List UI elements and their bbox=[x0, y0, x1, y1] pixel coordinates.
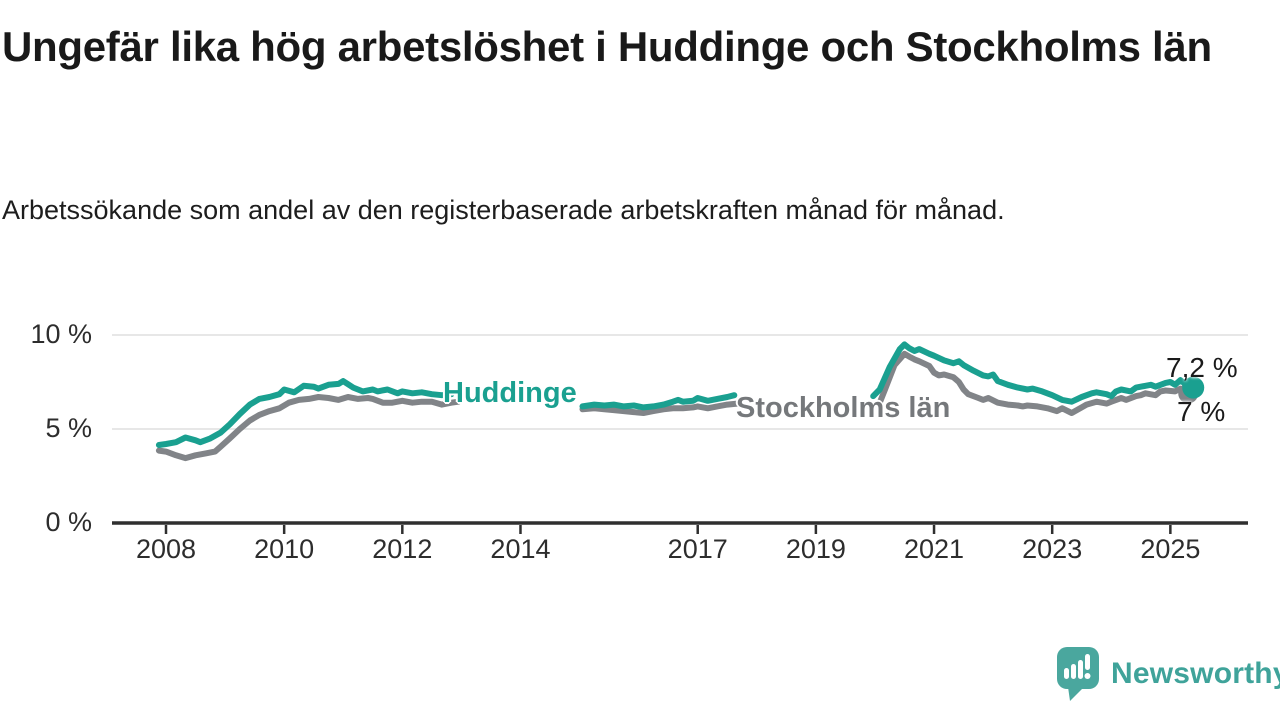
x-axis-label-2008: 2008 bbox=[135, 534, 197, 564]
x-axis-label-2023: 2023 bbox=[1022, 534, 1083, 564]
x-axis-label-2019: 2019 bbox=[785, 534, 846, 564]
x-axis-label-2010: 2010 bbox=[254, 534, 315, 564]
series-line-huddinge bbox=[579, 392, 738, 411]
y-axis-label-5: 5 % bbox=[45, 413, 92, 443]
newsworthy-logo: Newsworthy bbox=[1056, 646, 1280, 702]
y-axis-label-0: 0 % bbox=[45, 507, 92, 537]
y-axis-label-10: 10 % bbox=[30, 319, 92, 349]
x-axis-label-2012: 2012 bbox=[372, 534, 433, 564]
newsworthy-speech-bubble-chart-icon bbox=[1057, 647, 1099, 701]
brand-name: Newsworthy bbox=[1111, 657, 1280, 690]
x-axis-label-2025: 2025 bbox=[1140, 534, 1201, 564]
x-axis-label-2014: 2014 bbox=[490, 534, 551, 564]
end-dot-huddinge bbox=[1182, 376, 1205, 399]
series-label-huddinge: Huddinge bbox=[443, 377, 577, 409]
x-axis-label-2017: 2017 bbox=[667, 534, 728, 564]
series-line-stockholms-län bbox=[579, 400, 741, 416]
x-axis-label-2021: 2021 bbox=[903, 534, 965, 564]
series-label-stockholms-lan: Stockholms län bbox=[736, 392, 951, 424]
end-value-label-huddinge: 7,2 % bbox=[1166, 352, 1238, 383]
page-subtitle: Arbetssökande som andel av den registerb… bbox=[2, 195, 1005, 225]
end-value-label-stockholms-lan: 7 % bbox=[1177, 396, 1226, 427]
page-title: Ungefär lika hög arbetslöshet i Huddinge… bbox=[2, 23, 1212, 70]
series-line-stockholms-län bbox=[876, 350, 1196, 416]
series-line-stockholms-län bbox=[155, 394, 462, 462]
series-line-huddinge bbox=[155, 378, 455, 448]
series-line-huddinge bbox=[870, 341, 1196, 405]
